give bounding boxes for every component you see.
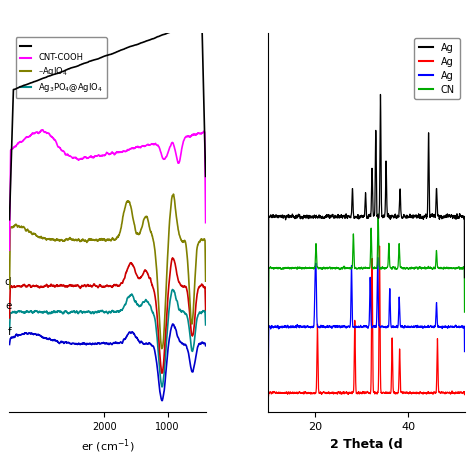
Legend: Ag, Ag, Ag, CN: Ag, Ag, Ag, CN	[414, 38, 460, 100]
Legend: , CNT-COOH, –AgIO$_4$, Ag$_3$PO$_4$@AgIO$_4$: , CNT-COOH, –AgIO$_4$, Ag$_3$PO$_4$@AgIO…	[16, 37, 107, 99]
X-axis label: 2 Theta (d: 2 Theta (d	[330, 438, 403, 451]
Text: e: e	[5, 301, 11, 311]
Text: d: d	[5, 277, 11, 287]
X-axis label: er (cm$^{-1}$): er (cm$^{-1}$)	[81, 438, 134, 455]
Text: b: b	[245, 0, 258, 3]
Text: f: f	[8, 327, 11, 337]
